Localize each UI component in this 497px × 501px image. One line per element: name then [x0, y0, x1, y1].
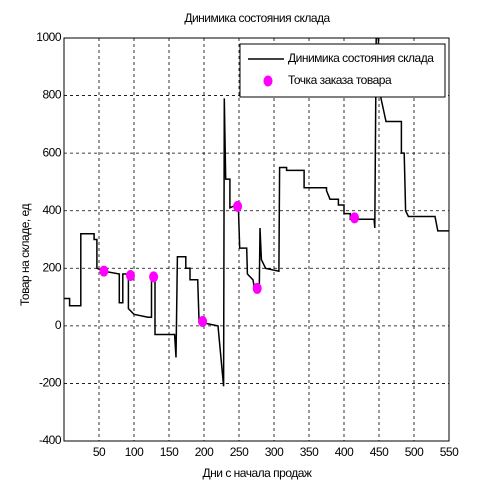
- x-tick-label: 400: [335, 445, 354, 459]
- legend-label: Точка заказа товара: [288, 73, 392, 87]
- marker: [198, 316, 208, 328]
- plot-frame: [63, 37, 450, 442]
- marker: [252, 282, 262, 294]
- y-tick-label: 600: [42, 145, 61, 159]
- y-tick-label: 0: [55, 318, 62, 332]
- x-axis-label: Дни с начала продаж: [203, 466, 312, 480]
- marker: [233, 200, 243, 212]
- y-axis-label: Товар на складе, ед: [18, 204, 32, 306]
- legend-marker: [263, 75, 273, 87]
- x-tick-label: 450: [370, 445, 389, 459]
- legend-box: [239, 43, 446, 98]
- x-tick-label: 100: [125, 445, 144, 459]
- x-tick-label: 50: [93, 445, 106, 459]
- chart-title: Динимика состояния склада: [184, 11, 330, 25]
- marker: [126, 269, 135, 281]
- marker: [99, 265, 109, 277]
- x-tick-label: 500: [405, 445, 424, 459]
- marker: [350, 212, 359, 224]
- y-tick-label: 800: [42, 88, 61, 102]
- x-tick-label: 550: [440, 445, 459, 459]
- x-tick-label: 250: [230, 445, 249, 459]
- marker: [149, 271, 159, 283]
- y-tick-label: 1000: [36, 30, 62, 44]
- y-tick-label: 400: [42, 203, 61, 217]
- y-tick-label: -200: [39, 376, 62, 390]
- y-tick-label: 200: [42, 260, 61, 274]
- plot-area: [64, 38, 449, 387]
- y-tick-label: -400: [39, 433, 62, 447]
- x-tick-label: 300: [265, 445, 284, 459]
- x-tick-label: 350: [300, 445, 319, 459]
- legend-label: Динимика состояния склада: [288, 51, 434, 65]
- x-tick-label: 200: [195, 445, 214, 459]
- x-tick-label: 150: [160, 445, 179, 459]
